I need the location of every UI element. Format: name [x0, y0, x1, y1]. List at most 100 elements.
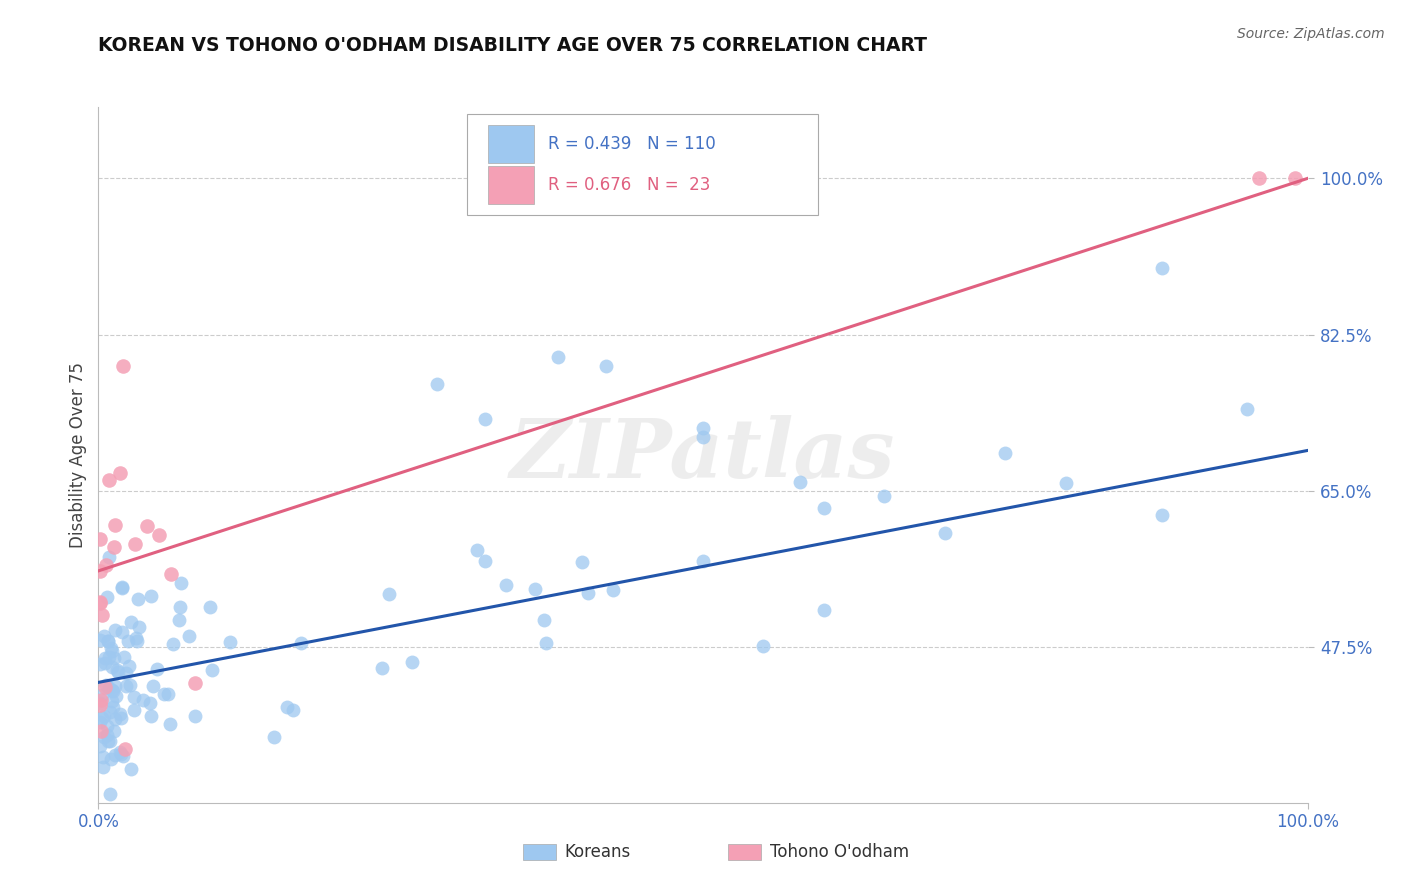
Point	[98, 649, 121, 664]
Point	[96, 719, 118, 733]
Point	[89, 693, 111, 707]
Point	[93, 709, 115, 723]
Point	[142, 679, 165, 693]
Point	[184, 676, 207, 690]
Point	[576, 586, 599, 600]
Point	[124, 703, 146, 717]
Point	[94, 650, 117, 665]
Point	[97, 634, 120, 648]
Point	[533, 613, 555, 627]
Point	[93, 731, 115, 745]
Point	[90, 688, 112, 702]
Point	[91, 760, 114, 774]
Point	[152, 687, 174, 701]
Point	[93, 680, 115, 694]
Point	[401, 655, 423, 669]
Point	[97, 681, 120, 695]
Point	[128, 619, 150, 633]
Point	[110, 711, 132, 725]
Point	[524, 582, 547, 596]
Point	[101, 660, 124, 674]
Point	[98, 705, 121, 719]
Point	[111, 359, 134, 373]
Point	[91, 607, 114, 622]
Point	[117, 659, 139, 673]
Point	[97, 550, 120, 565]
Point	[692, 430, 714, 444]
Point	[534, 635, 557, 649]
Point	[98, 734, 121, 748]
Point	[104, 623, 127, 637]
Point	[752, 639, 775, 653]
Point	[120, 762, 142, 776]
Point	[104, 689, 127, 703]
Point	[89, 595, 111, 609]
Point	[96, 728, 118, 742]
Point	[426, 376, 449, 391]
Point	[101, 700, 124, 714]
Point	[813, 603, 835, 617]
FancyBboxPatch shape	[488, 125, 534, 163]
Point	[110, 707, 132, 722]
Point	[105, 664, 128, 678]
Point	[290, 636, 312, 650]
Point	[813, 501, 835, 516]
Point	[122, 690, 145, 704]
Point	[183, 709, 205, 723]
Point	[120, 615, 142, 629]
Point	[139, 709, 162, 723]
Point	[177, 630, 200, 644]
Point	[111, 624, 134, 639]
Point	[125, 631, 148, 645]
Point	[117, 634, 139, 648]
Point	[97, 734, 120, 748]
Text: KOREAN VS TOHONO O'ODHAM DISABILITY AGE OVER 75 CORRELATION CHART: KOREAN VS TOHONO O'ODHAM DISABILITY AGE …	[98, 36, 928, 54]
Point	[89, 633, 111, 648]
Point	[89, 698, 111, 712]
Text: R = 0.439   N = 110: R = 0.439 N = 110	[548, 135, 716, 153]
Point	[145, 662, 167, 676]
Point	[100, 641, 122, 656]
Point	[120, 678, 142, 692]
Point	[156, 687, 179, 701]
Point	[1152, 260, 1174, 275]
Point	[115, 679, 138, 693]
Point	[281, 703, 304, 717]
Point	[89, 564, 111, 578]
Point	[934, 525, 956, 540]
Point	[89, 696, 111, 710]
Text: ZIPatlas: ZIPatlas	[510, 415, 896, 495]
Point	[97, 633, 120, 648]
Point	[139, 696, 162, 710]
Point	[547, 350, 569, 364]
Point	[474, 412, 496, 426]
Point	[135, 519, 157, 533]
Point	[132, 693, 155, 707]
Point	[96, 590, 118, 604]
Point	[602, 583, 624, 598]
Point	[467, 542, 489, 557]
Point	[873, 489, 896, 503]
Point	[90, 724, 112, 739]
Point	[104, 518, 127, 533]
Point	[89, 596, 111, 610]
Point	[1236, 401, 1258, 416]
Point	[100, 682, 122, 697]
Point	[103, 680, 125, 694]
Point	[495, 578, 517, 592]
Point	[93, 750, 115, 764]
Point	[100, 694, 122, 708]
FancyBboxPatch shape	[488, 166, 534, 204]
Point	[378, 587, 401, 601]
Point	[124, 537, 146, 551]
Point	[474, 554, 496, 568]
Point	[111, 580, 134, 594]
Point	[107, 665, 129, 679]
Point	[159, 716, 181, 731]
Text: Tohono O'odham: Tohono O'odham	[769, 843, 908, 861]
Point	[160, 566, 183, 581]
Point	[89, 657, 111, 671]
Point	[370, 661, 392, 675]
Point	[103, 712, 125, 726]
Y-axis label: Disability Age Over 75: Disability Age Over 75	[69, 362, 87, 548]
